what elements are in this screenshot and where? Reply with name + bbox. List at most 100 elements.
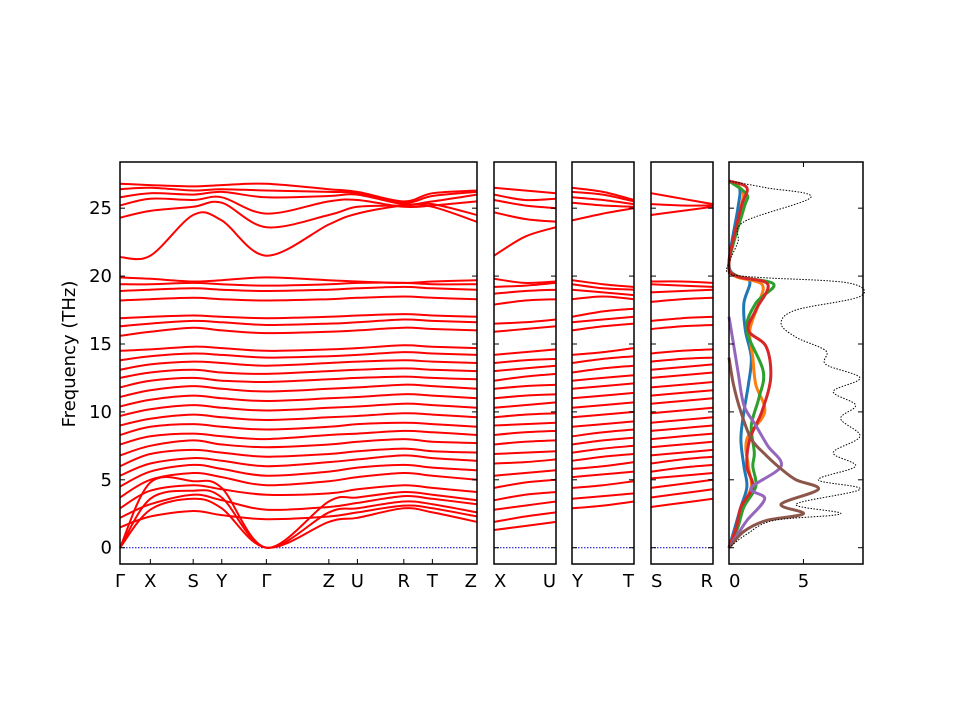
band-19 — [493, 348, 557, 356]
kpoint-label-Γ: Γ — [261, 571, 271, 592]
band-18 — [493, 357, 557, 364]
band-23 — [493, 288, 557, 295]
band-13 — [571, 391, 635, 400]
band-14 — [650, 389, 714, 397]
band-3 — [493, 500, 557, 511]
band-14 — [571, 382, 635, 390]
band-27 — [493, 211, 557, 223]
band-1 — [119, 497, 478, 549]
band-26 — [493, 226, 557, 257]
y-tick-label-15: 15 — [89, 334, 112, 355]
panel-frame-1 — [119, 161, 478, 565]
band-18 — [119, 375, 478, 389]
kpoint-label-S: S — [187, 571, 198, 592]
band-9 — [119, 454, 478, 477]
band-34 — [119, 186, 478, 204]
band-13 — [650, 397, 714, 405]
band-17 — [493, 364, 557, 373]
band-32 — [119, 195, 478, 215]
band-2 — [119, 489, 478, 549]
band-7 — [650, 448, 714, 457]
band-30 — [119, 203, 478, 261]
dos-frame — [728, 161, 864, 565]
band-20 — [119, 359, 478, 371]
band-lines-layer — [119, 182, 714, 549]
y-tick-label-20: 20 — [89, 266, 112, 287]
band-25 — [571, 279, 635, 288]
band-18 — [571, 347, 635, 356]
y-tick-label-10: 10 — [89, 402, 112, 423]
band-26 — [571, 207, 635, 222]
band-25 — [493, 277, 557, 284]
band-30 — [571, 186, 635, 201]
band-5 — [119, 493, 478, 519]
kpoint-label-X: X — [144, 571, 156, 592]
band-4 — [571, 470, 635, 479]
band-7 — [119, 471, 478, 499]
band-23 — [571, 288, 635, 297]
dos-projected-curve-4 — [727, 179, 773, 549]
band-5 — [493, 478, 557, 489]
band-1 — [493, 520, 557, 531]
band-11 — [119, 438, 478, 457]
band-5 — [650, 463, 714, 473]
band-12 — [571, 401, 635, 409]
dos-curves-layer — [725, 179, 866, 549]
band-28 — [650, 192, 714, 206]
dos-x-tick-label-0: 0 — [729, 571, 740, 592]
band-9 — [650, 432, 714, 441]
band-panel-3 — [571, 186, 635, 549]
dos-projected-curve-6 — [727, 357, 820, 549]
band-24 — [650, 283, 714, 288]
band-21 — [119, 351, 478, 362]
band-panel-4 — [650, 192, 714, 549]
kpoint-label-R: R — [398, 571, 411, 592]
band-25 — [650, 280, 714, 284]
band-15 — [493, 383, 557, 390]
band-18 — [650, 356, 714, 363]
band-panel-2 — [493, 186, 557, 549]
panel-frame-3 — [571, 161, 635, 565]
dos-panel — [725, 179, 866, 549]
kpoint-label-Y: Y — [571, 571, 584, 592]
band-27 — [571, 201, 635, 208]
dos-total-curve — [725, 180, 866, 549]
dos-x-tick-label-5: 5 — [798, 571, 809, 592]
band-7 — [571, 444, 635, 454]
band-10 — [119, 447, 478, 468]
band-19 — [571, 322, 635, 332]
band-9 — [571, 428, 635, 438]
band-24 — [493, 281, 557, 288]
band-22 — [571, 295, 635, 301]
band-10 — [571, 420, 635, 428]
band-6 — [571, 453, 635, 462]
band-20 — [493, 325, 557, 333]
band-17 — [650, 363, 714, 371]
band-9 — [493, 439, 557, 446]
band-6 — [119, 484, 478, 510]
band-27 — [119, 285, 478, 293]
band-28 — [119, 281, 478, 287]
band-10 — [493, 429, 557, 436]
band-1 — [571, 500, 635, 510]
band-13 — [493, 401, 557, 409]
band-22 — [650, 296, 714, 303]
kpoint-label-R: R — [700, 571, 713, 592]
band-23 — [119, 326, 478, 337]
kpoint-label-U: U — [351, 571, 364, 592]
panel-frame-2 — [493, 161, 557, 565]
band-20 — [650, 324, 714, 330]
kpoint-label-Γ: Γ — [115, 571, 125, 592]
band-3 — [571, 480, 635, 489]
band-26 — [119, 295, 478, 302]
y-tick-label-5: 5 — [101, 470, 112, 491]
band-16 — [493, 372, 557, 382]
band-5 — [571, 461, 635, 470]
band-8 — [119, 463, 478, 488]
band-12 — [119, 429, 478, 446]
band-27 — [650, 203, 714, 207]
band-17 — [571, 355, 635, 364]
y-axis-label: Frequency (THz) — [59, 281, 80, 428]
band-21 — [493, 318, 557, 325]
